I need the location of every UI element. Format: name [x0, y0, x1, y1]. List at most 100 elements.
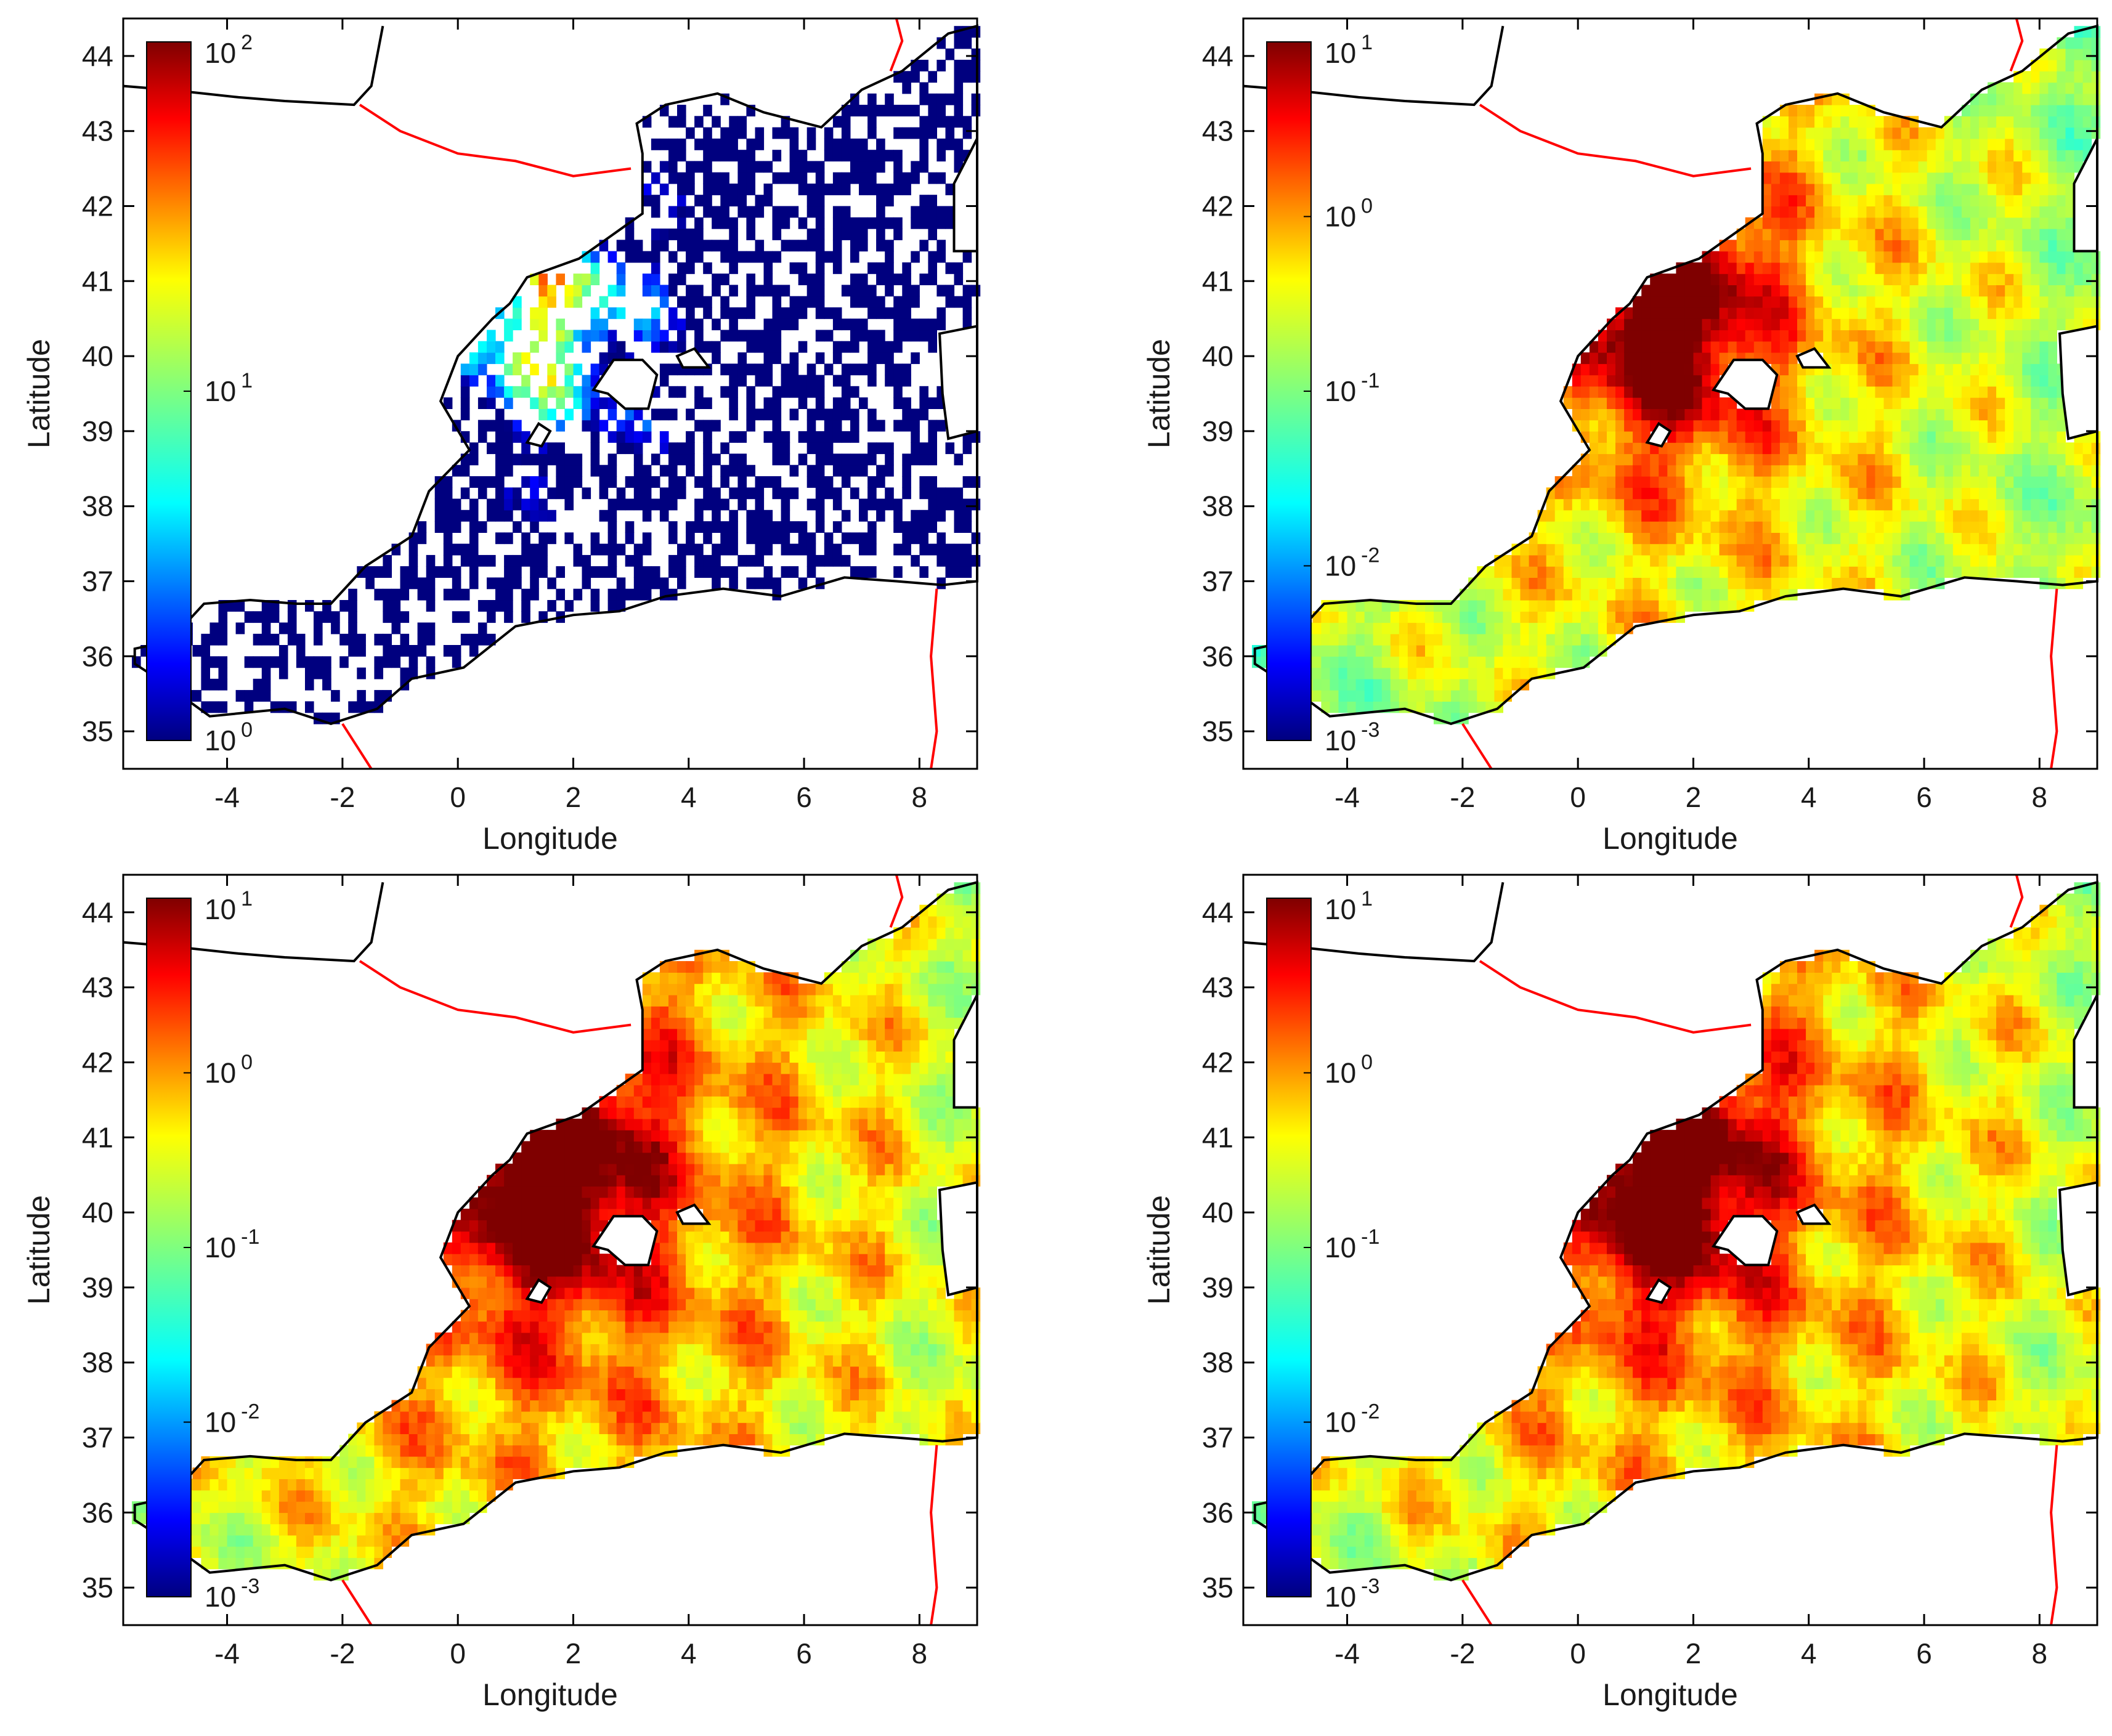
- heatmap-cell: [1979, 363, 1988, 376]
- heatmap-cell: [1996, 453, 2005, 466]
- heatmap-cell: [1814, 375, 1824, 387]
- heatmap-cell: [469, 476, 479, 488]
- heatmap-cell: [1970, 116, 1980, 128]
- heatmap-cell: [487, 375, 496, 387]
- heatmap-cell: [1944, 543, 1954, 556]
- heatmap-cell: [954, 498, 964, 511]
- heatmap-cell: [365, 1523, 375, 1536]
- heatmap-cell: [1762, 206, 1772, 218]
- heatmap-cell: [1546, 498, 1556, 511]
- heatmap-cell: [651, 566, 660, 578]
- heatmap-cell: [1624, 307, 1633, 319]
- heatmap-cell: [1693, 375, 1703, 387]
- heatmap-cell: [1996, 138, 2005, 150]
- heatmap-cell: [357, 645, 366, 657]
- heatmap-cell: [1330, 633, 1339, 646]
- x-tick-label: -2: [1450, 781, 1475, 813]
- heatmap-cell: [712, 453, 721, 466]
- heatmap-cell: [469, 1332, 479, 1344]
- heatmap-cell: [1779, 498, 1789, 511]
- heatmap-cell: [1858, 318, 1867, 331]
- heatmap-cell: [2031, 543, 2040, 556]
- heatmap-cell: [1771, 229, 1781, 240]
- heatmap-cell: [2039, 285, 2049, 297]
- heatmap-cell: [1988, 453, 1997, 466]
- heatmap-cell: [945, 116, 955, 128]
- x-tick-label: 8: [2032, 781, 2048, 813]
- heatmap-cell: [1961, 397, 1971, 409]
- heatmap-cell: [357, 1456, 366, 1468]
- heatmap-cell: [2013, 161, 2023, 173]
- heatmap-cell: [1702, 577, 1712, 590]
- heatmap-cell: [1633, 554, 1642, 567]
- heatmap-cell: [1840, 127, 1850, 139]
- heatmap-cell: [1875, 487, 1885, 500]
- heatmap-cell: [642, 161, 652, 173]
- heatmap-cell: [530, 1467, 539, 1480]
- heatmap-cell: [755, 509, 765, 522]
- heatmap-cell: [1736, 431, 1746, 443]
- heatmap-cell: [1633, 296, 1642, 308]
- heatmap-cell: [452, 577, 461, 590]
- heatmap-cell: [720, 521, 729, 533]
- heatmap-cell: [582, 330, 591, 342]
- heatmap-cell: [253, 1501, 262, 1513]
- heatmap-cell: [832, 138, 842, 150]
- heatmap-cell: [192, 690, 201, 702]
- heatmap-cell: [504, 1231, 513, 1243]
- heatmap-cell: [305, 1478, 314, 1491]
- heatmap-cell: [538, 566, 548, 578]
- heatmap-cell: [1719, 532, 1729, 545]
- heatmap-cell: [954, 566, 964, 578]
- heatmap-cell: [1883, 184, 1893, 195]
- heatmap-cell: [1927, 566, 1936, 578]
- heatmap-cell: [651, 285, 660, 297]
- heatmap-cell: [607, 498, 617, 511]
- heatmap-cell: [703, 240, 712, 252]
- heatmap-cell: [209, 1535, 219, 1547]
- heatmap-cell: [1615, 521, 1625, 533]
- heatmap-cell: [564, 464, 574, 477]
- heatmap-cell: [2065, 138, 2075, 150]
- heatmap-cell: [962, 566, 972, 578]
- heatmap-cell: [902, 127, 911, 139]
- heatmap-cell: [495, 588, 505, 601]
- heatmap-cell: [1364, 667, 1374, 679]
- heatmap-cell: [1832, 442, 1841, 455]
- heatmap-cell: [1580, 554, 1590, 567]
- heatmap-cell: [2057, 296, 2066, 308]
- heatmap-cell: [885, 251, 894, 263]
- heatmap-cell: [348, 1512, 357, 1525]
- heatmap-cell: [443, 509, 453, 522]
- heatmap-cell: [659, 184, 669, 195]
- heatmap-cell: [1650, 498, 1659, 511]
- heatmap-cell: [513, 577, 522, 590]
- heatmap-cell: [694, 116, 704, 128]
- heatmap-cell: [521, 1467, 530, 1480]
- heatmap-cell: [513, 1186, 522, 1198]
- heatmap-cell: [798, 577, 808, 590]
- heatmap-cell: [556, 318, 565, 331]
- heatmap-cell: [1944, 341, 1954, 353]
- heatmap-cell: [962, 296, 972, 308]
- heatmap-cell: [2039, 431, 2049, 443]
- heatmap-cell: [651, 307, 660, 319]
- heatmap-cell: [599, 487, 609, 500]
- heatmap-cell: [1728, 251, 1737, 263]
- heatmap-cell: [772, 229, 782, 240]
- heatmap-cell: [477, 476, 487, 488]
- heatmap-cell: [1840, 352, 1850, 364]
- heatmap-cell: [1952, 161, 1962, 173]
- heatmap-cell: [746, 577, 755, 590]
- heatmap-cell: [2048, 397, 2057, 409]
- heatmap-cell: [1451, 690, 1460, 702]
- heatmap-cell: [737, 498, 747, 511]
- heatmap-cell: [599, 296, 609, 308]
- heatmap-cell: [452, 498, 461, 511]
- heatmap-cell: [1797, 543, 1806, 556]
- heatmap-cell: [1598, 577, 1607, 590]
- heatmap-cell: [928, 476, 937, 488]
- heatmap-cell: [729, 262, 738, 274]
- heatmap-cell: [1434, 678, 1443, 691]
- heatmap-cell: [1814, 206, 1824, 218]
